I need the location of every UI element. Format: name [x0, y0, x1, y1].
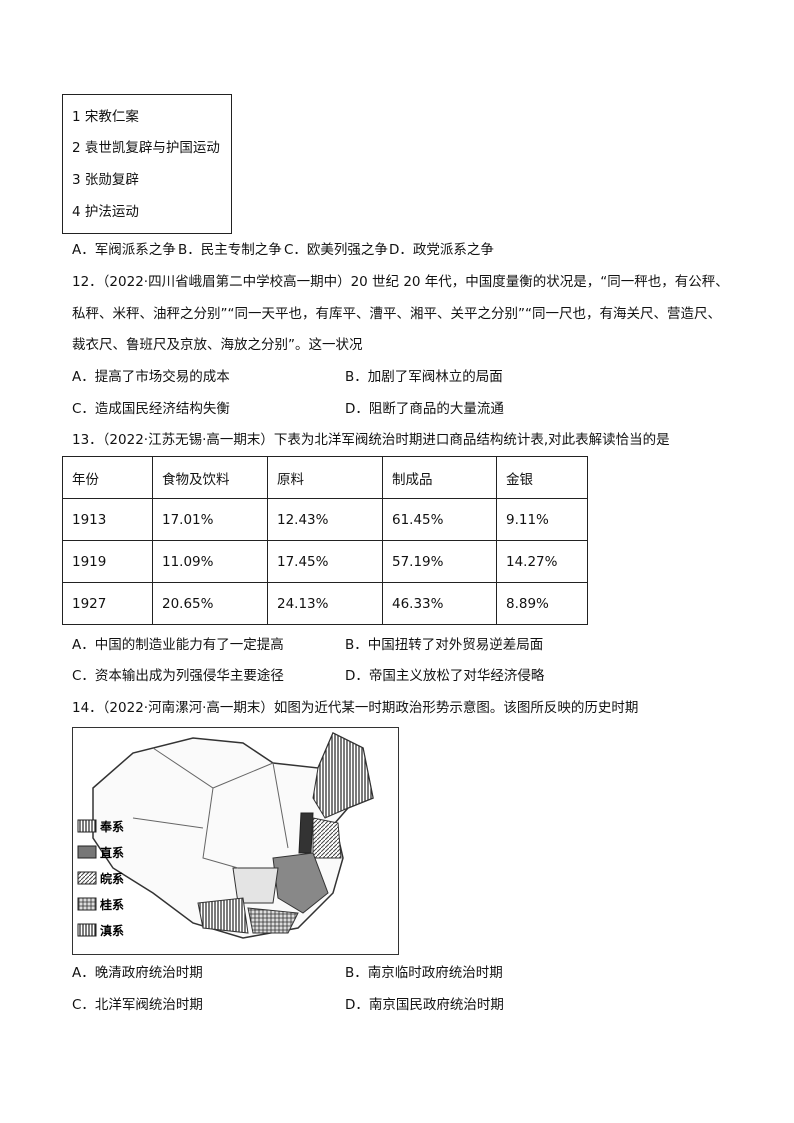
cell: 46.33% — [382, 582, 497, 625]
legend-label: 桂系 — [99, 897, 124, 912]
cell: 20.65% — [152, 582, 268, 625]
option-c: C．资本输出成为列强侵华主要途径 — [72, 668, 284, 684]
question-13-stem: 13．（2022·江苏无锡·高一期末）下表为北洋军阀统治时期进口商品结构统计表,… — [72, 432, 670, 448]
cell: 17.45% — [267, 540, 383, 583]
question-12-line: 12．（2022·四川省峨眉第二中学校高一期中）20 世纪 20 年代，中国度量… — [72, 274, 729, 290]
event-list-box — [62, 94, 232, 234]
cell: 17.01% — [152, 498, 268, 541]
event-item: 1 宋教仁案 — [72, 109, 139, 125]
cell: 9.11% — [496, 498, 588, 541]
cell: 12.43% — [267, 498, 383, 541]
option-a: A．军阀派系之争 — [72, 242, 176, 258]
table-row: 1919 11.09% 17.45% 57.19% 14.27% — [62, 540, 588, 583]
legend-swatch-zhixi — [77, 845, 97, 859]
legend-label: 奉系 — [99, 819, 124, 834]
legend-swatch-guixi — [77, 897, 97, 911]
header-cell: 制成品 — [382, 456, 497, 499]
event-item: 3 张勋复辟 — [72, 172, 139, 188]
legend-label: 皖系 — [100, 871, 124, 886]
option-b: B．南京临时政府统治时期 — [345, 965, 503, 981]
option-a: A．中国的制造业能力有了一定提高 — [72, 637, 284, 653]
question-12-line: 私秤、米秤、油秤之分别”“同一天平也，有库平、漕平、湘平、关平之分别”“同一尺也… — [72, 306, 721, 322]
table-header-row: 年份 食物及饮料 原料 制成品 金银 — [62, 456, 588, 499]
cell: 1927 — [62, 582, 153, 625]
option-c: C．造成国民经济结构失衡 — [72, 401, 230, 417]
cell: 1913 — [62, 498, 153, 541]
legend-label: 滇系 — [100, 923, 124, 938]
warlord-map: 奉系 直系 皖系 桂系 滇系 — [72, 727, 399, 955]
option-d: D．阻断了商品的大量流通 — [345, 401, 504, 417]
map-legend: 奉系 直系 皖系 桂系 滇系 — [77, 819, 124, 938]
import-structure-table: 年份 食物及饮料 原料 制成品 金银 1913 17.01% 12.43% 61.45… — [62, 456, 588, 625]
cell: 11.09% — [152, 540, 268, 583]
table-row: 1913 17.01% 12.43% 61.45% 9.11% — [62, 498, 588, 541]
event-item: 2 袁世凯复辟与护国运动 — [72, 140, 220, 156]
question-12-line: 裁衣尺、鲁班尺及京放、海放之分别”。这一状况 — [72, 337, 363, 353]
cell: 24.13% — [267, 582, 383, 625]
cell: 14.27% — [496, 540, 588, 583]
option-b: B．加剧了军阀林立的局面 — [345, 369, 503, 385]
legend-swatch-fengxi — [77, 819, 97, 833]
table-row: 1927 20.65% 24.13% 46.33% 8.89% — [62, 582, 588, 625]
option-d: D．帝国主义放松了对华经济侵略 — [345, 668, 545, 684]
option-b: B．民主专制之争 — [178, 242, 282, 258]
header-cell: 食物及饮料 — [152, 456, 268, 499]
header-cell: 年份 — [62, 456, 153, 499]
header-cell: 原料 — [267, 456, 383, 499]
option-b: B．中国扭转了对外贸易逆差局面 — [345, 637, 544, 653]
event-item: 4 护法运动 — [72, 204, 139, 220]
cell: 1919 — [62, 540, 153, 583]
option-c: C．北洋军阀统治时期 — [72, 997, 203, 1013]
option-a: A．提高了市场交易的成本 — [72, 369, 230, 385]
question-14-stem: 14．（2022·河南漯河·高一期末）如图为近代某一时期政治形势示意图。该图所反… — [72, 700, 639, 716]
cell: 57.19% — [382, 540, 497, 583]
option-c: C．欧美列强之争 — [284, 242, 388, 258]
legend-swatch-dianxi — [77, 923, 97, 937]
cell: 8.89% — [496, 582, 588, 625]
header-cell: 金银 — [496, 456, 588, 499]
option-d: D．政党派系之争 — [389, 242, 494, 258]
legend-label: 直系 — [100, 845, 124, 860]
legend-swatch-wanxi — [77, 871, 97, 885]
map-drawing: 奉系 直系 皖系 桂系 滇系 — [77, 731, 374, 939]
option-d: D．南京国民政府统治时期 — [345, 997, 504, 1013]
cell: 61.45% — [382, 498, 497, 541]
option-a: A．晚清政府统治时期 — [72, 965, 203, 981]
